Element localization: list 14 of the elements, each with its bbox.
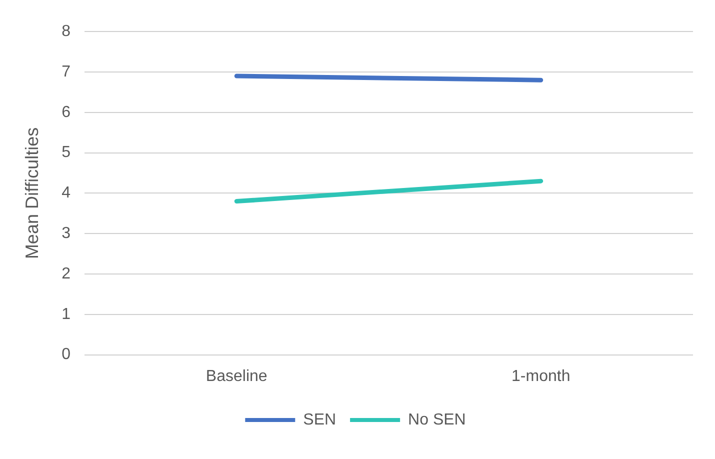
y-tick-label: 4 xyxy=(62,184,71,202)
x-tick-label: 1-month xyxy=(512,368,570,385)
y-tick-label: 2 xyxy=(62,265,71,282)
y-tick-label: 5 xyxy=(62,144,71,162)
y-tick-label: 6 xyxy=(62,104,71,121)
y-tick-label: 8 xyxy=(62,23,71,40)
y-tick-label: 1 xyxy=(62,306,71,323)
y-axis-title: Mean Difficulties xyxy=(22,127,42,260)
legend-label: SEN xyxy=(303,411,336,428)
y-tick-label: 0 xyxy=(62,346,71,364)
y-tick-label: 7 xyxy=(62,63,71,80)
y-tick-label: 3 xyxy=(62,225,71,242)
legend-label: No SEN xyxy=(408,411,466,428)
x-tick-label: Baseline xyxy=(206,368,268,385)
